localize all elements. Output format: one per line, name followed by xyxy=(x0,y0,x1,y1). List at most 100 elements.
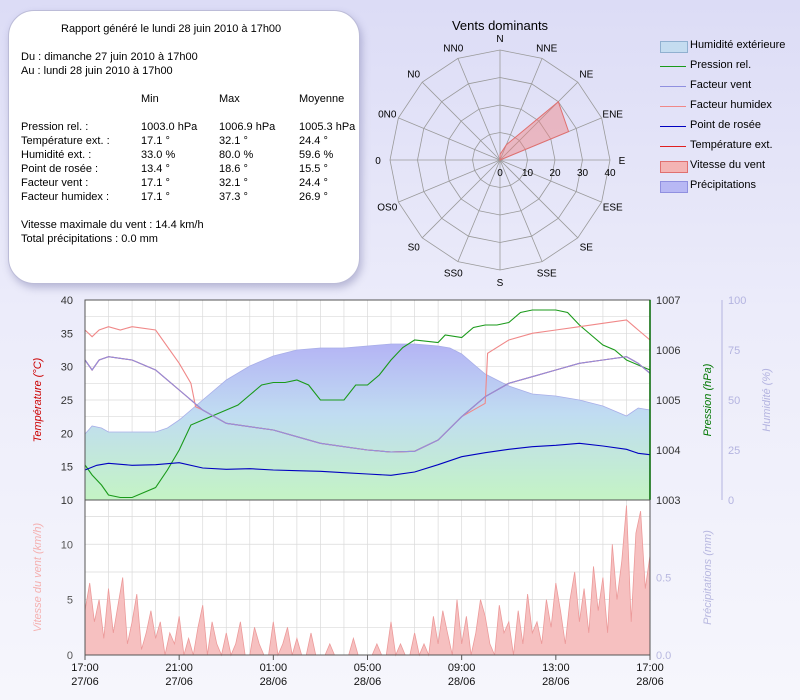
wind-rose-value-area xyxy=(499,100,570,161)
stats-label: Humidité ext. : xyxy=(21,149,92,161)
wind-axis-label: Vitesse du vent (km/h) xyxy=(32,523,44,633)
temperature-tick-label: 15 xyxy=(61,462,73,474)
wind-chart-axes: 0 5 10 Vitesse du vent (km/h) 0.0 0.5 Précipit… xyxy=(32,499,714,662)
wind-rose-direction-label: NNE xyxy=(536,43,557,54)
wind-rose-direction-label: N xyxy=(496,34,503,45)
time-series-charts: 10 15 20 25 30 35 40 Température (°C) 1003 1004 10… xyxy=(32,295,773,688)
report-title: Rapport généré le lundi 28 juin 2010 à 1… xyxy=(61,23,282,35)
stats-label: Facteur vent : xyxy=(21,177,89,189)
legend-label: Vitesse du vent xyxy=(690,159,766,171)
time-tick-label: 17:00 xyxy=(71,662,99,674)
legend-item: Facteur humidex xyxy=(658,98,798,118)
legend-swatch-line xyxy=(660,106,686,107)
wind-tick-label: 10 xyxy=(61,539,73,551)
time-tick-label: 21:00 xyxy=(165,662,193,674)
humidity-tick-label: 25 xyxy=(728,445,740,457)
temperature-tick-label: 30 xyxy=(61,362,73,374)
pressure-axis-label: Pression (hPa) xyxy=(702,363,714,436)
legend-label: Humidité extérieure xyxy=(690,39,786,51)
wind-rose-spoke xyxy=(457,58,501,161)
humidity-area xyxy=(84,343,651,501)
temperature-tick-label: 20 xyxy=(61,428,73,440)
main-chart-lines xyxy=(84,309,651,499)
legend-swatch-area xyxy=(660,41,688,53)
stats-min: 17.1 ° xyxy=(141,191,170,203)
report-from: Du : dimanche 27 juin 2010 à 17h00 xyxy=(21,51,198,63)
series-line xyxy=(84,442,651,476)
wind-rose-direction-label: S0 xyxy=(408,242,421,253)
time-tick-label: 09:00 xyxy=(448,662,476,674)
legend-label: Précipitations xyxy=(690,179,757,191)
pressure-tick-label: 1004 xyxy=(656,445,680,457)
humidity-tick-label: 0 xyxy=(728,495,734,507)
stats-max: 37.3 ° xyxy=(219,191,248,203)
wind-rose-radial-tick: 40 xyxy=(604,168,616,179)
temperature-tick-label: 10 xyxy=(61,495,73,507)
legend-item: Température ext. xyxy=(658,138,798,158)
wind-rose-spoke xyxy=(398,159,501,203)
wind-rose-direction-label: SS0 xyxy=(444,269,463,280)
wind-rose-direction-label: S xyxy=(497,278,504,289)
legend-item: Humidité extérieure xyxy=(658,38,798,58)
wind-rose-radial-tick: 30 xyxy=(577,168,589,179)
wind-rose-title: Vents dominants xyxy=(452,18,549,33)
legend-item: Pression rel. xyxy=(658,58,798,78)
wind-rose-radial-tick: 10 xyxy=(522,168,534,179)
legend-label: Facteur vent xyxy=(690,79,752,91)
stats-label: Température ext. : xyxy=(21,135,110,147)
pressure-tick-label: 1003 xyxy=(656,495,680,507)
wind-rose-chart: Vents dominants N NNE NE ENE E ESE SE SSE S SS0 S0… xyxy=(375,18,625,289)
date-tick-label: 28/06 xyxy=(448,676,476,688)
temperature-tick-label: 35 xyxy=(61,328,73,340)
wind-tick-label: 5 xyxy=(67,595,73,607)
date-tick-label: 27/06 xyxy=(165,676,193,688)
legend-item: Facteur vent xyxy=(658,78,798,98)
chart-legend: Humidité extérieure Pression rel. Facteu… xyxy=(658,38,798,198)
legend-label: Température ext. xyxy=(690,139,773,151)
wind-rose-radial-tick: 20 xyxy=(549,168,561,179)
wind-rose-direction-label: N0 xyxy=(407,70,420,81)
date-tick-label: 28/06 xyxy=(542,676,570,688)
stats-max: 32.1 ° xyxy=(219,177,248,189)
time-tick-label: 01:00 xyxy=(260,662,288,674)
wind-rose-direction-label: 0 xyxy=(375,156,381,167)
stats-label: Point de rosée : xyxy=(21,163,99,175)
total-precip-text: Total précipitations : 0.0 mm xyxy=(21,233,158,245)
humidity-tick-label: 50 xyxy=(728,395,740,407)
stats-max: 32.1 ° xyxy=(219,135,248,147)
stats-label: Facteur humidex : xyxy=(21,191,110,203)
legend-swatch-area xyxy=(660,161,688,173)
stats-avg: 26.9 ° xyxy=(299,191,328,203)
wind-rose-direction-label: NN0 xyxy=(443,43,463,54)
stats-min: 1003.0 hPa xyxy=(141,121,198,133)
date-tick-label: 28/06 xyxy=(354,676,382,688)
legend-item: Point de rosée xyxy=(658,118,798,138)
time-tick-label: 17:00 xyxy=(636,662,664,674)
legend-label: Point de rosée xyxy=(690,119,761,131)
legend-label: Facteur humidex xyxy=(690,99,772,111)
stats-min: 17.1 ° xyxy=(141,177,170,189)
wind-rose-spoke xyxy=(499,159,543,262)
temperature-tick-label: 40 xyxy=(61,295,73,307)
legend-swatch-line xyxy=(660,66,686,67)
wind-rose-spoke xyxy=(421,159,501,239)
pressure-tick-label: 1007 xyxy=(656,295,680,307)
wind-rose-direction-label: NE xyxy=(579,70,593,81)
wind-rose-spoke xyxy=(499,58,543,161)
date-tick-label: 28/06 xyxy=(260,676,288,688)
wind-rose-radial-tick: 0 xyxy=(497,168,503,179)
date-tick-label: 27/06 xyxy=(71,676,99,688)
precip-tick-label: 0.0 xyxy=(656,650,671,662)
humidity-tick-label: 75 xyxy=(728,345,740,357)
temperature-tick-label: 25 xyxy=(61,395,73,407)
wind-rose-spoke xyxy=(499,159,579,239)
legend-swatch-line xyxy=(660,126,686,127)
stats-avg: 59.6 % xyxy=(299,149,334,161)
time-tick-label: 13:00 xyxy=(542,662,570,674)
time-axis: 17:00 27/06 21:00 27/06 01:00 28/06 05:00 28/06… xyxy=(71,655,664,688)
wind-rose-spoke xyxy=(421,81,501,161)
series-line xyxy=(84,309,651,499)
precip-tick-label: 0.5 xyxy=(656,573,671,585)
wind-rose-spoke xyxy=(499,159,602,203)
stats-avg: 15.5 ° xyxy=(299,163,328,175)
